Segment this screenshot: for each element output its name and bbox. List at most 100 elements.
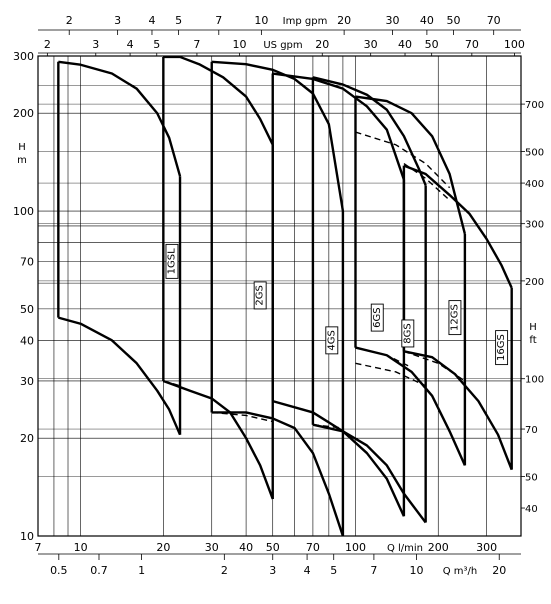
m3h-tick-label: 3 — [269, 564, 276, 577]
left-tick-label: 30 — [20, 375, 34, 388]
series-label-4GS: 4GS — [325, 326, 339, 355]
series-label-12GS: 12GS — [448, 300, 462, 336]
plot-frame — [37, 55, 522, 537]
boundary-lower-12GS — [355, 362, 426, 387]
curve-min-4GS — [211, 411, 345, 537]
imp-tick-label: 50 — [447, 14, 461, 27]
us-tick-label: 100 — [504, 38, 525, 51]
boundary-upper-12GS — [355, 131, 451, 189]
left-tick-label: 70 — [20, 255, 34, 268]
bottom-tick-label: 10 — [74, 541, 88, 554]
imp-axis-unit: Imp gpm — [283, 16, 328, 27]
m3h-tick-label: 5 — [330, 564, 337, 577]
m3h-tick-label: 2 — [221, 564, 228, 577]
left-tick-label: 100 — [13, 205, 34, 218]
curve-min-6GS — [272, 399, 405, 517]
series-label-box — [401, 319, 415, 348]
curve-min-16GS — [403, 350, 513, 471]
series-labels: 1GSL 2GS 4GS 6GS 8GS 12GS 16GS — [165, 243, 509, 366]
curve-min-1GSL — [58, 316, 182, 436]
m3h-tick-label: 4 — [304, 564, 311, 577]
bottom-tick-label: 30 — [205, 541, 219, 554]
left-tick-label: 20 — [20, 432, 34, 445]
curve-max-1GSL — [58, 60, 182, 177]
us-tick-label: 3 — [92, 38, 99, 51]
right-tick-label: 300 — [525, 220, 544, 231]
right-tick-label: 70 — [525, 425, 538, 436]
left-tick-label: 300 — [13, 50, 34, 63]
series-label-box — [495, 330, 509, 366]
us-tick-label: 50 — [425, 38, 439, 51]
right-axis-label: H — [529, 322, 537, 333]
curve-max-6GS — [272, 72, 406, 180]
us-tick-label: 40 — [398, 38, 412, 51]
right-tick-label: 500 — [525, 148, 544, 159]
m3h-axis-unit: Q m³/h — [443, 566, 478, 577]
bottom-tick-label: 200 — [428, 541, 449, 554]
right-tick-label: 40 — [525, 504, 538, 515]
m3h-tick-label: 7 — [370, 564, 377, 577]
imp-tick-label: 10 — [254, 14, 268, 27]
series-label-text: 6GS — [372, 307, 383, 327]
left-tick-label: 200 — [13, 107, 34, 120]
series-label-text: 12GS — [449, 304, 460, 331]
curve-min-12GS — [355, 346, 466, 466]
series-label-2GS: 2GS — [253, 281, 267, 310]
series-label-text: 8GS — [402, 323, 413, 343]
right-axis-label: ft — [529, 335, 536, 346]
bottom-tick-label: 50 — [266, 541, 280, 554]
plot-border — [37, 55, 522, 537]
series-label-8GS: 8GS — [401, 319, 415, 348]
m3h-tick-label: 20 — [492, 564, 506, 577]
m3h-tick-label: 0.7 — [90, 564, 108, 577]
imp-tick-label: 30 — [386, 14, 400, 27]
left-axis-label: m — [17, 155, 27, 166]
bottom-tick-label: 20 — [156, 541, 170, 554]
imp-tick-label: 40 — [420, 14, 434, 27]
m3h-tick-label: 10 — [409, 564, 423, 577]
left-tick-label: 10 — [20, 530, 34, 543]
axes: 102030405070100200300Hm40507010020030040… — [13, 14, 544, 577]
right-tick-label: 400 — [525, 179, 544, 190]
series-label-box — [370, 303, 384, 332]
curve-max-2GS — [163, 55, 274, 146]
right-tick-label: 200 — [525, 277, 544, 288]
left-axis-label: H — [18, 142, 26, 153]
right-tick-label: 50 — [525, 473, 538, 484]
us-tick-label: 10 — [233, 38, 247, 51]
series-label-text: 16GS — [496, 334, 507, 361]
imp-tick-label: 20 — [337, 14, 351, 27]
series-label-text: 2GS — [255, 285, 266, 305]
left-tick-label: 40 — [20, 334, 34, 347]
imp-tick-label: 3 — [114, 14, 121, 27]
curve-max-4GS — [211, 60, 345, 212]
left-tick-label: 50 — [20, 303, 34, 316]
curve-max-8GS — [312, 76, 427, 186]
right-tick-label: 700 — [525, 100, 544, 111]
grid — [37, 55, 522, 537]
us-tick-label: 30 — [364, 38, 378, 51]
us-tick-label: 4 — [127, 38, 134, 51]
series-label-text: 1GSL — [166, 248, 177, 274]
curve-max-16GS — [403, 164, 513, 289]
bottom-tick-label: 100 — [345, 541, 366, 554]
imp-tick-label: 2 — [66, 14, 73, 27]
imp-tick-label: 5 — [175, 14, 182, 27]
imp-tick-label: 4 — [148, 14, 155, 27]
imp-tick-label: 70 — [487, 14, 501, 27]
us-tick-label: 70 — [465, 38, 479, 51]
series-label-1GSL: 1GSL — [165, 243, 179, 279]
us-tick-label: 5 — [153, 38, 160, 51]
series-label-16GS: 16GS — [495, 330, 509, 366]
pump-curves — [57, 55, 513, 537]
series-label-box — [325, 326, 339, 355]
us-tick-label: 2 — [44, 38, 51, 51]
series-label-box — [165, 243, 179, 279]
bottom-tick-label: 40 — [239, 541, 253, 554]
bottom-tick-label: 300 — [476, 541, 497, 554]
bottom-tick-label: 70 — [306, 541, 320, 554]
curve-min-8GS — [312, 423, 427, 524]
m3h-tick-label: 0.5 — [50, 564, 68, 577]
